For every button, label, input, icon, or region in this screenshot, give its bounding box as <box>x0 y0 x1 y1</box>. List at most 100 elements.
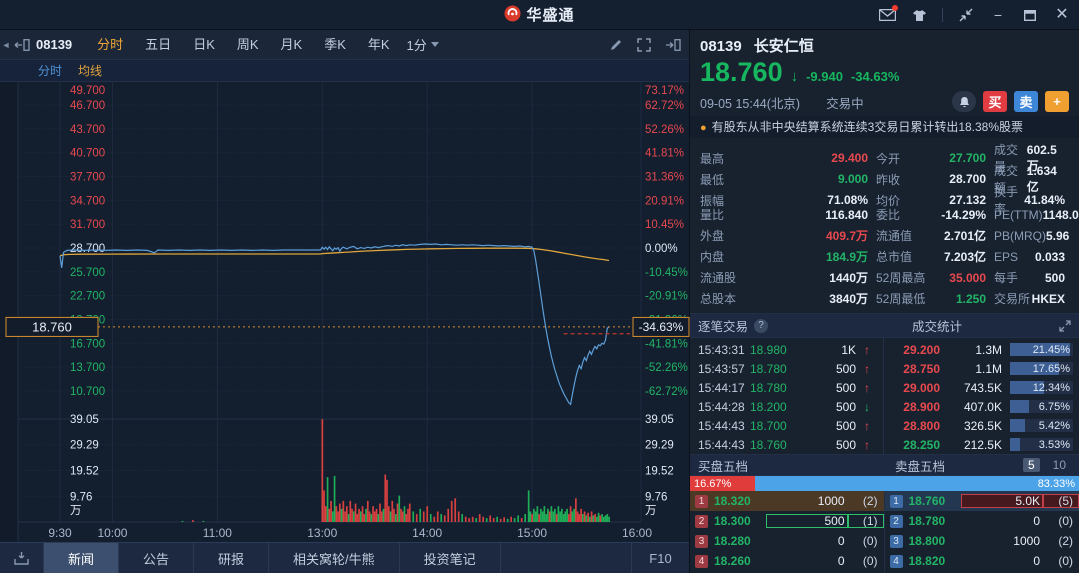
expand-panel-icon[interactable] <box>665 38 681 51</box>
stat-cell: 昨收 28.700 <box>876 172 986 187</box>
buy-depth-row[interactable]: 2 18.300 500 (1) <box>690 511 884 531</box>
buy-depth-list: 1 18.320 1000 (2) 2 18.300 500 (1) 3 18.280 0 (0) 4 1… <box>690 491 885 573</box>
sell-depth-title: 卖盘五档 <box>895 459 946 474</box>
svg-text:52.26%: 52.26% <box>645 124 684 136</box>
sell-ratio: 83.33% <box>754 476 1079 491</box>
add-watchlist-button[interactable]: + <box>1045 91 1069 112</box>
interval-dropdown[interactable]: 1分 <box>407 35 439 54</box>
buy-depth-row[interactable]: 3 18.280 0 (0) <box>690 531 884 551</box>
tab-5day[interactable]: 五日 <box>145 37 172 52</box>
tab-yearly[interactable]: 年K <box>367 37 390 52</box>
stats-row: 总股本 3840万 52周最低 1.250 交易所 HKEX <box>698 288 1071 309</box>
tab-monthly[interactable]: 月K <box>280 37 303 52</box>
svg-text:28.700: 28.700 <box>70 243 105 255</box>
theme-skin-icon[interactable] <box>910 7 928 23</box>
level-badge: 1 <box>889 494 903 508</box>
sell-depth-row[interactable]: 3 18.800 1000 (2) <box>885 531 1079 551</box>
svg-text:9.76: 9.76 <box>645 491 667 503</box>
buy-button[interactable]: 买 <box>983 91 1007 112</box>
svg-text:14:00: 14:00 <box>412 526 442 540</box>
quote-panel: 08139 长安仁恒 18.760 ↓ -9.940 -34.63% 09-05… <box>690 30 1079 573</box>
minute-chart-svg[interactable]: 49.700 73.17% 46.700 62.72% 43.700 52.26% 40.7… <box>0 82 690 542</box>
stat-cell: PB(MRQ) 5.96 <box>994 228 1070 243</box>
svg-text:31.700: 31.700 <box>70 219 105 231</box>
legend-average-line[interactable]: 均线 <box>78 64 103 78</box>
buy-depth-row[interactable]: 4 18.260 0 (0) <box>690 551 884 571</box>
order-book: 1 18.320 1000 (2) 2 18.300 500 (1) 3 18.280 0 (0) 4 1… <box>690 491 1079 573</box>
sell-depth-list: 1 18.760 5.0K (5) 2 18.780 0 (0) 3 18.800 1000 (2) 4… <box>884 491 1079 573</box>
draw-pencil-icon[interactable] <box>609 38 623 52</box>
titlebar-divider <box>942 8 943 22</box>
down-arrow-icon: ↓ <box>864 399 870 414</box>
stat-cell: 52周最低 1.250 <box>876 291 986 307</box>
minute-line <box>59 243 610 406</box>
tab-warrants[interactable]: 相关窝轮/牛熊 <box>269 543 400 573</box>
close-icon[interactable]: ✕ <box>1055 6 1069 23</box>
minute-chart[interactable]: 49.700 73.17% 46.700 62.72% 43.700 52.26% 40.7… <box>0 82 690 542</box>
tab-weekly[interactable]: 周K <box>236 37 259 52</box>
stock-list-toggle-icon[interactable] <box>14 38 30 51</box>
stat-cell: EPS 0.033 <box>994 249 1065 264</box>
sell-depth-row[interactable]: 2 18.780 0 (0) <box>885 511 1079 531</box>
messages-icon[interactable] <box>878 5 898 23</box>
trade-row: 15:43:57 18.780 500 ↑ 28.750 1.1M 17.65% <box>690 359 1079 378</box>
trades-section-header: 逐笔交易 ? 成交统计 <box>690 314 1079 338</box>
depth-toggle-10[interactable]: 10 <box>1052 458 1066 472</box>
trade-stats-title[interactable]: 成交统计 <box>912 320 963 334</box>
legend-minute-line[interactable]: 分时 <box>38 64 63 78</box>
svg-text:37.700: 37.700 <box>70 172 105 184</box>
collapse-window-icon[interactable] <box>957 7 975 23</box>
level-badge: 2 <box>695 514 708 528</box>
tab-minute[interactable]: 分时 <box>97 37 124 52</box>
quote-name: 长安仁恒 <box>753 38 814 55</box>
buy-depth-row[interactable]: 1 18.320 1000 (2) <box>690 491 884 511</box>
sell-button[interactable]: 卖 <box>1014 91 1038 112</box>
fullscreen-icon[interactable] <box>637 37 651 52</box>
company-notice[interactable]: ● 有股东从非中央结算系统连续3交易日累计转出18.38%股票 <box>690 116 1079 138</box>
volume-distribution-bar: 3.53% <box>1010 438 1073 451</box>
svg-text:16:00: 16:00 <box>622 526 652 540</box>
bottom-bar: 新闻 公告 研报 相关窝轮/牛熊 投资笔记 F10 <box>0 542 689 573</box>
help-icon[interactable]: ? <box>754 318 769 333</box>
chevron-down-icon <box>430 42 439 47</box>
tab-announcements[interactable]: 公告 <box>119 543 195 573</box>
sell-depth-row[interactable]: 1 18.760 5.0K (5) <box>884 491 1079 511</box>
stat-cell: 振幅 71.08% <box>700 193 868 208</box>
collapse-sidebar-icon[interactable]: ◄ <box>1 39 11 50</box>
stats-row: 振幅 71.08% 均价 27.132 换手率 41.84% <box>698 183 1071 216</box>
tick-trades-title[interactable]: 逐笔交易 <box>698 320 749 334</box>
alert-bell-icon[interactable] <box>952 91 976 112</box>
tab-research[interactable]: 研报 <box>194 543 270 573</box>
stat-cell: 委比 -14.29% <box>876 207 986 223</box>
tab-notes[interactable]: 投资笔记 <box>400 543 501 573</box>
up-arrow-icon: ↑ <box>864 418 870 433</box>
sell-depth-row[interactable]: 4 18.820 0 (0) <box>885 551 1079 571</box>
quote-code: 08139 <box>700 38 742 55</box>
title-bar: 华盛通 − ✕ <box>0 0 1079 30</box>
stat-cell: 交易所 HKEX <box>994 291 1065 307</box>
notice-dot-icon: ● <box>700 122 707 134</box>
app-logo-icon <box>504 5 521 25</box>
stat-cell: 每手 500 <box>994 270 1065 286</box>
minimize-icon[interactable]: − <box>993 7 1003 23</box>
stats-row: 外盘 409.7万 流通值 2.701亿 PB(MRQ) 5.96 <box>698 225 1071 246</box>
svg-text:10.45%: 10.45% <box>645 219 684 231</box>
tab-daily[interactable]: 日K <box>193 37 215 52</box>
stats-table: 最高 29.400 今开 27.700 成交量 602.5万 最低 9.000 昨收 28.700… <box>690 138 1079 314</box>
svg-text:-62.72%: -62.72% <box>645 386 688 398</box>
tab-news[interactable]: 新闻 <box>44 543 120 573</box>
trade-row: 15:44:43 18.700 500 ↑ 28.800 326.5K 5.42% <box>690 416 1079 435</box>
depth-toggle-5[interactable]: 5 <box>1022 458 1040 472</box>
maximize-icon[interactable] <box>1021 7 1039 23</box>
save-snapshot-icon[interactable] <box>0 543 44 573</box>
stat-cell: PE(TTM)1148.04 <box>994 207 1079 222</box>
svg-text:11:00: 11:00 <box>203 526 232 540</box>
trade-row: 15:44:28 18.200 500 ↓ 28.900 407.0K 6.75% <box>690 397 1079 416</box>
f10-button[interactable]: F10 <box>631 543 689 573</box>
tab-quarterly[interactable]: 季K <box>324 37 346 52</box>
stat-cell: 52周最高 35.000 <box>876 270 986 286</box>
svg-text:-41.81%: -41.81% <box>645 338 688 350</box>
expand-trades-icon[interactable] <box>1059 319 1071 332</box>
market-status: 交易中 <box>826 97 864 111</box>
level-badge: 4 <box>695 554 708 568</box>
